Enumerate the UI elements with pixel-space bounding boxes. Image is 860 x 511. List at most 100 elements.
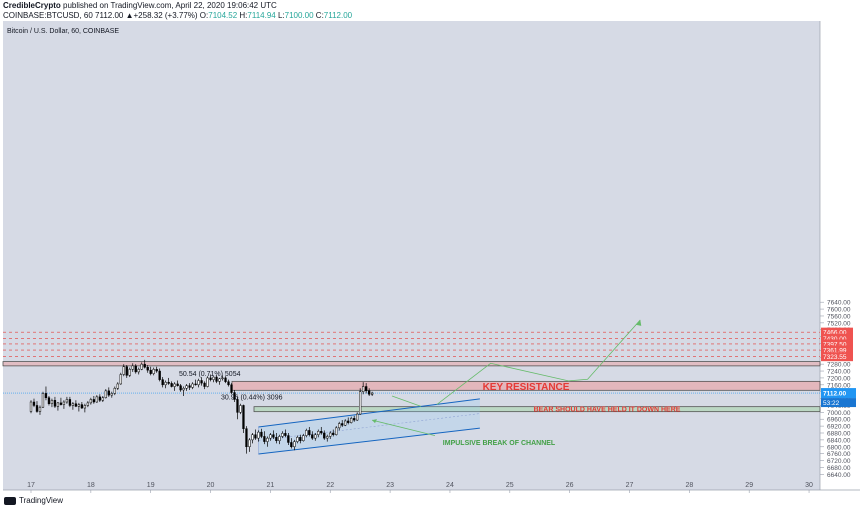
break-arrow-2 <box>371 419 436 436</box>
candle-body <box>137 369 140 373</box>
level-label: 7361.99 <box>823 348 847 355</box>
candle-body <box>296 437 299 442</box>
candle <box>131 363 134 372</box>
publish-line: CredibleCrypto published on TradingView.… <box>3 1 277 10</box>
candle <box>329 431 332 440</box>
y-tick-label: 6840.00 <box>827 437 851 444</box>
candle <box>356 412 359 421</box>
candle-body <box>287 435 290 443</box>
candle <box>140 362 143 371</box>
candle <box>296 435 299 444</box>
level-label-bg <box>821 339 853 349</box>
candle-body <box>191 383 194 388</box>
candle <box>293 439 296 451</box>
y-tick-label: 7560.00 <box>827 313 851 320</box>
author-name[interactable]: CredibleCrypto <box>3 1 61 10</box>
candle-body <box>320 431 323 434</box>
bear-zone-label: BEAR SHOULD HAVE HELD IT DOWN HERE <box>534 407 681 414</box>
candle-body <box>200 380 203 384</box>
candle-body <box>284 433 287 436</box>
candle-body <box>161 379 164 386</box>
candle-body <box>197 380 200 386</box>
candle <box>74 400 78 408</box>
low-value: 7100.00 <box>284 11 314 20</box>
candle <box>107 387 110 397</box>
candle-body <box>65 399 69 403</box>
x-tick-label: 17 <box>27 482 35 489</box>
candle <box>251 432 254 444</box>
candle-body <box>236 399 239 413</box>
candle-body <box>359 391 362 415</box>
candle-body <box>89 399 92 404</box>
candle <box>350 416 353 424</box>
candle-body <box>257 431 260 439</box>
candle <box>191 382 194 390</box>
y-tick-label: 7520.00 <box>827 320 851 327</box>
candle <box>77 402 81 412</box>
candle-body <box>293 441 296 448</box>
x-tick-label: 20 <box>207 482 215 489</box>
candle-body <box>335 427 338 435</box>
candle <box>212 376 215 383</box>
key-resistance-label: KEY RESISTANCE <box>483 382 570 393</box>
candle <box>302 433 305 442</box>
candle <box>236 396 239 420</box>
candle <box>239 403 242 415</box>
candle-body <box>44 393 48 398</box>
y-tick-label: 6720.00 <box>827 458 851 465</box>
candle-body <box>311 434 314 439</box>
candle <box>137 367 140 375</box>
candle <box>353 415 356 422</box>
candle <box>41 391 45 409</box>
candle <box>65 396 69 404</box>
candle-body <box>173 383 176 387</box>
candle-body <box>338 423 341 429</box>
level-label-bg <box>821 352 853 362</box>
candle <box>62 400 66 409</box>
candle-body <box>107 390 110 396</box>
candle <box>362 382 365 395</box>
candle <box>344 419 347 427</box>
candle <box>80 402 84 409</box>
candle <box>242 404 245 433</box>
channel-mid-line <box>258 413 480 441</box>
channel-lower-line <box>258 427 480 455</box>
candle <box>308 426 311 437</box>
tradingview-brand[interactable]: TradingView <box>19 496 64 505</box>
impulsive-break-label: IMPULSIVE BREAK OF CHANNEL <box>443 440 556 447</box>
candle-body <box>233 392 236 400</box>
y-tick-label: 7160.00 <box>827 382 851 389</box>
candle-body <box>239 405 242 413</box>
candle <box>254 429 257 440</box>
candle-body <box>167 381 170 384</box>
candle <box>146 365 149 373</box>
candle <box>266 436 269 447</box>
high-label: H: <box>239 11 248 20</box>
candle-body <box>314 434 317 439</box>
candle-body <box>149 369 152 374</box>
y-tick-label: 6640.00 <box>827 472 851 479</box>
symbol-label: COINBASE:BTCUSD, 60 <box>3 11 93 20</box>
candle <box>365 383 368 394</box>
y-tick-label: 6760.00 <box>827 451 851 458</box>
candle <box>320 426 323 435</box>
projection-path <box>436 319 641 405</box>
candle <box>47 395 51 406</box>
candle-body <box>35 405 39 412</box>
candle-body <box>140 363 143 370</box>
open-label: O: <box>199 11 209 20</box>
candle-body <box>278 436 281 441</box>
candle <box>110 391 113 398</box>
candle-body <box>347 420 350 423</box>
candle <box>92 395 95 404</box>
candle-body <box>203 382 206 387</box>
candle-body <box>155 369 158 372</box>
candle-body <box>164 381 167 386</box>
candle <box>263 431 266 445</box>
candle-body <box>188 385 191 388</box>
candle-body <box>323 432 326 439</box>
candle-body <box>290 442 293 448</box>
candle-body <box>131 365 134 370</box>
countdown-tag-bg <box>821 398 856 408</box>
